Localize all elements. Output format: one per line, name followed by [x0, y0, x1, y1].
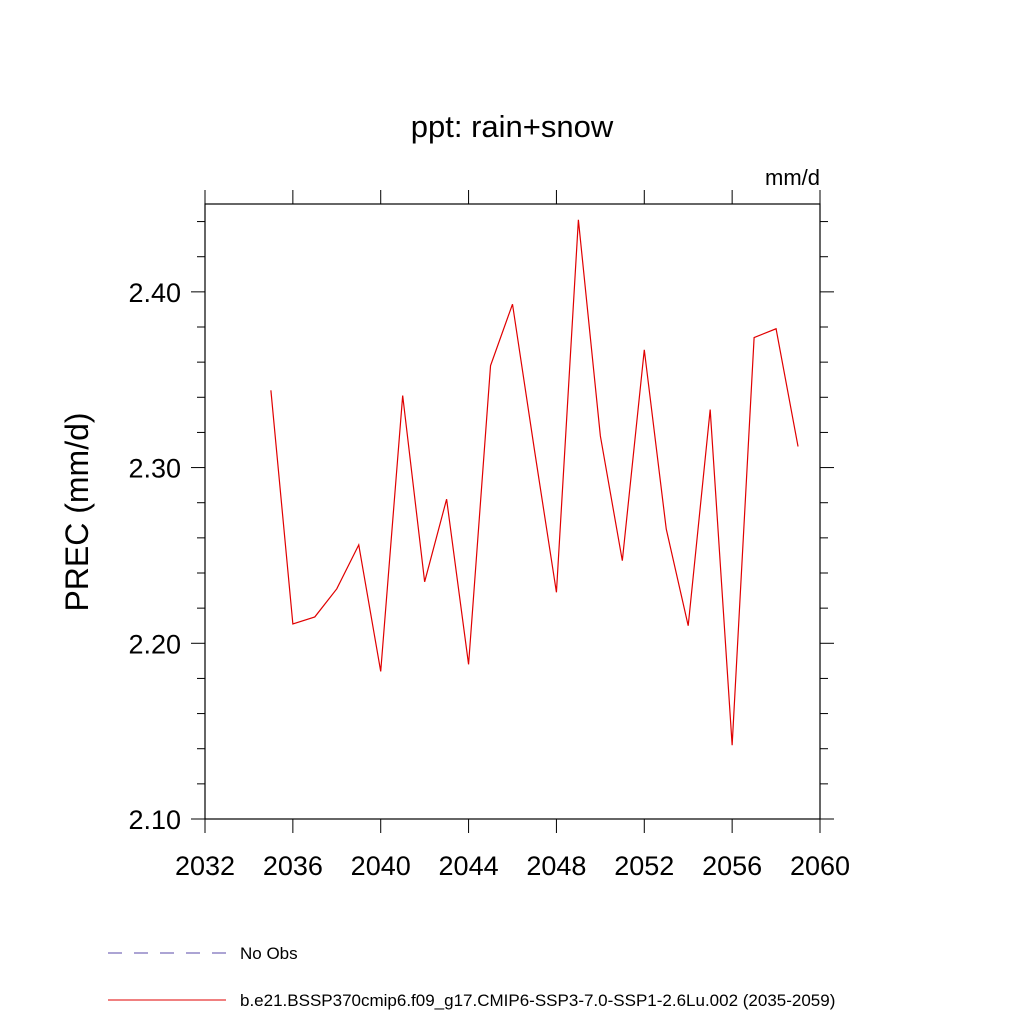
y-tick-label: 2.30	[128, 454, 181, 484]
y-tick-label: 2.40	[128, 278, 181, 308]
x-ticks: 2032 2036 2040 2044 2048 2052 2056 2060	[175, 190, 850, 881]
y-tick-label: 2.20	[128, 629, 181, 659]
legend-label-no-obs: No Obs	[240, 944, 298, 963]
series-line	[270, 219, 799, 746]
units-label: mm/d	[765, 165, 820, 190]
x-tick-label: 2052	[614, 851, 674, 881]
x-tick-label: 2032	[175, 851, 235, 881]
x-tick-label: 2056	[702, 851, 762, 881]
y-axis-title: PREC (mm/d)	[59, 412, 95, 611]
y-ticks: 2.10 2.20 2.30 2.40	[128, 221, 834, 835]
x-tick-label: 2044	[439, 851, 499, 881]
x-tick-label: 2060	[790, 851, 850, 881]
plot-frame	[204, 203, 821, 820]
chart-title: ppt: rain+snow	[411, 109, 614, 144]
x-tick-label: 2048	[526, 851, 586, 881]
x-tick-label: 2040	[351, 851, 411, 881]
legend-label-model: b.e21.BSSP370cmip6.f09_g17.CMIP6-SSP3-7.…	[240, 991, 835, 1010]
y-tick-label: 2.10	[128, 805, 181, 835]
x-tick-label: 2036	[263, 851, 323, 881]
legend: No Obs b.e21.BSSP370cmip6.f09_g17.CMIP6-…	[108, 944, 835, 1010]
series-layer	[270, 219, 799, 746]
